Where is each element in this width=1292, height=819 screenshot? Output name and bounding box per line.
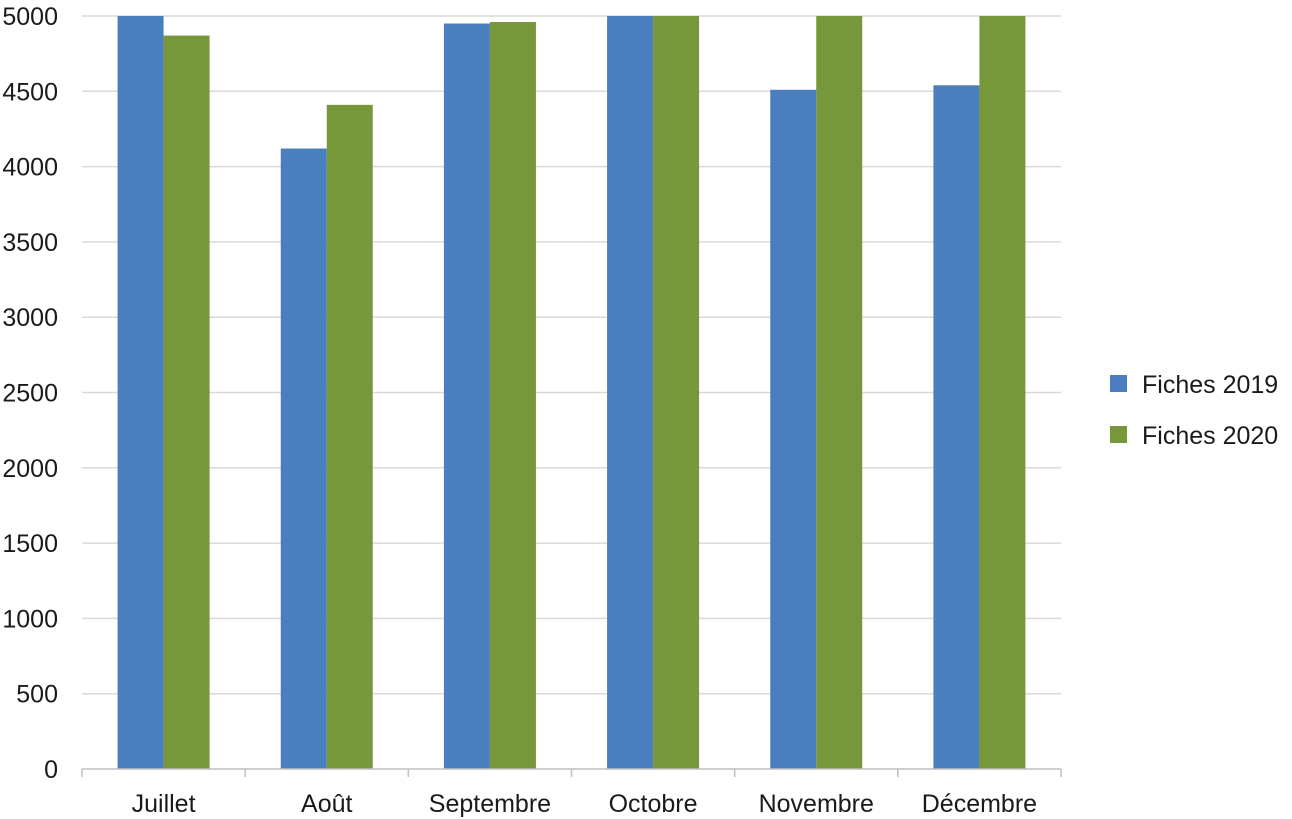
bar-fiches-2020-2 <box>489 22 536 770</box>
legend-label: Fiches 2020 <box>1142 422 1278 450</box>
y-tick-label: 500 <box>16 681 58 709</box>
bar-fiches-2020-5 <box>979 16 1026 769</box>
y-tick-label: 1000 <box>2 605 58 633</box>
legend: Fiches 2019 Fiches 2020 <box>1110 371 1278 450</box>
y-axis-tick-labels: 0 500 1000 1500 2000 2500 3000 3500 4000 4500 5000 <box>2 3 58 784</box>
x-tick-label: Septembre <box>429 790 551 818</box>
y-tick-label: 4000 <box>2 154 58 182</box>
y-tick-label: 3000 <box>2 304 58 332</box>
x-axis-tick-labels: Juillet Août Septembre Octobre Novembre Décem… <box>132 790 1037 818</box>
bar-fiches-2020-3 <box>653 16 700 769</box>
bar-fiches-2019-2 <box>443 23 490 769</box>
x-tick-label: Août <box>301 790 352 818</box>
x-axis <box>81 768 1062 777</box>
legend-label: Fiches 2019 <box>1142 371 1278 399</box>
y-tick-label: 1500 <box>2 530 58 558</box>
y-tick-label: 0 <box>44 756 58 784</box>
bar-fiches-2019-4 <box>770 89 817 769</box>
y-tick-label: 2500 <box>2 380 58 408</box>
bar-fiches-2020-0 <box>163 35 210 769</box>
bar-fiches-2019-3 <box>607 16 654 769</box>
y-tick-label: 3500 <box>2 229 58 257</box>
x-tick-label: Décembre <box>922 790 1037 818</box>
legend-swatch <box>1110 375 1127 392</box>
y-tick-label: 4500 <box>2 78 58 106</box>
x-tick-label: Octobre <box>609 790 698 818</box>
y-tick-label: 5000 <box>2 3 58 31</box>
bar-fiches-2019-5 <box>933 85 980 769</box>
y-tick-label: 2000 <box>2 455 58 483</box>
bar-fiches-2020-1 <box>326 104 373 769</box>
bar-fiches-2020-4 <box>816 16 863 769</box>
bars <box>117 16 1026 770</box>
x-tick-label: Juillet <box>132 790 196 818</box>
x-tick-label: Novembre <box>759 790 874 818</box>
gridlines <box>82 15 1061 695</box>
bar-fiches-2019-0 <box>117 16 164 769</box>
bar-fiches-2019-1 <box>280 148 327 769</box>
legend-swatch <box>1110 426 1127 443</box>
